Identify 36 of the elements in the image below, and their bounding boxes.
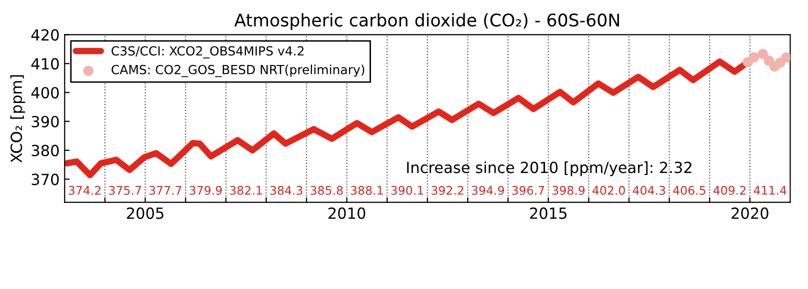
annotation: 392.2 bbox=[432, 186, 464, 195]
annotation: 385.8 bbox=[310, 186, 343, 195]
annotation: Increase since 2010 [ppm/year]: 2.32 bbox=[407, 161, 692, 176]
y-tick-label: 370 bbox=[32, 174, 59, 186]
annotation: 398.9 bbox=[552, 186, 585, 195]
y-tick-label: 400 bbox=[31, 86, 59, 98]
chart-title: Atmospheric carbon dioxide (CO₂) - 60S-60N bbox=[234, 13, 619, 30]
y-axis-title: XCO₂ [ppm] bbox=[10, 75, 26, 163]
annotation: 411.4 bbox=[754, 186, 786, 195]
annotation: 384.3 bbox=[270, 186, 302, 195]
annotation: 379.9 bbox=[190, 186, 222, 195]
annotation: 374.2 bbox=[68, 186, 101, 195]
y-tick-label: 380 bbox=[32, 144, 59, 156]
legend-label: C3S/CCI: XCO2_OBS4MIPS v4.2 bbox=[112, 46, 304, 58]
annotation: 377.7 bbox=[149, 186, 182, 195]
x-tick-label: 2015 bbox=[530, 207, 566, 219]
annotation: 390.1 bbox=[391, 186, 424, 195]
x-tick-label: 2005 bbox=[126, 207, 164, 219]
y-tick-label: 390 bbox=[32, 116, 59, 128]
point bbox=[781, 52, 790, 63]
annotation: 404.3 bbox=[632, 186, 666, 195]
annotation: 409.2 bbox=[713, 186, 746, 195]
point bbox=[748, 52, 760, 62]
y-tick-label: 420 bbox=[31, 29, 59, 41]
annotation: 406.5 bbox=[673, 186, 706, 195]
y-tick-label: 410 bbox=[31, 58, 59, 70]
point bbox=[758, 48, 768, 60]
annotation: 388.1 bbox=[350, 186, 383, 195]
annotation: 375.7 bbox=[109, 186, 141, 195]
annotation: 394.9 bbox=[472, 186, 504, 195]
x-tick-label: 2010 bbox=[328, 207, 366, 219]
legend-label: CAMS: CO2_GOS_BESD NRT(preliminary) bbox=[112, 64, 364, 78]
annotation: 382.1 bbox=[230, 186, 262, 195]
x-tick-label: 2020 bbox=[732, 207, 768, 219]
annotation: 396.7 bbox=[512, 186, 544, 195]
annotation: 402.0 bbox=[592, 186, 625, 195]
